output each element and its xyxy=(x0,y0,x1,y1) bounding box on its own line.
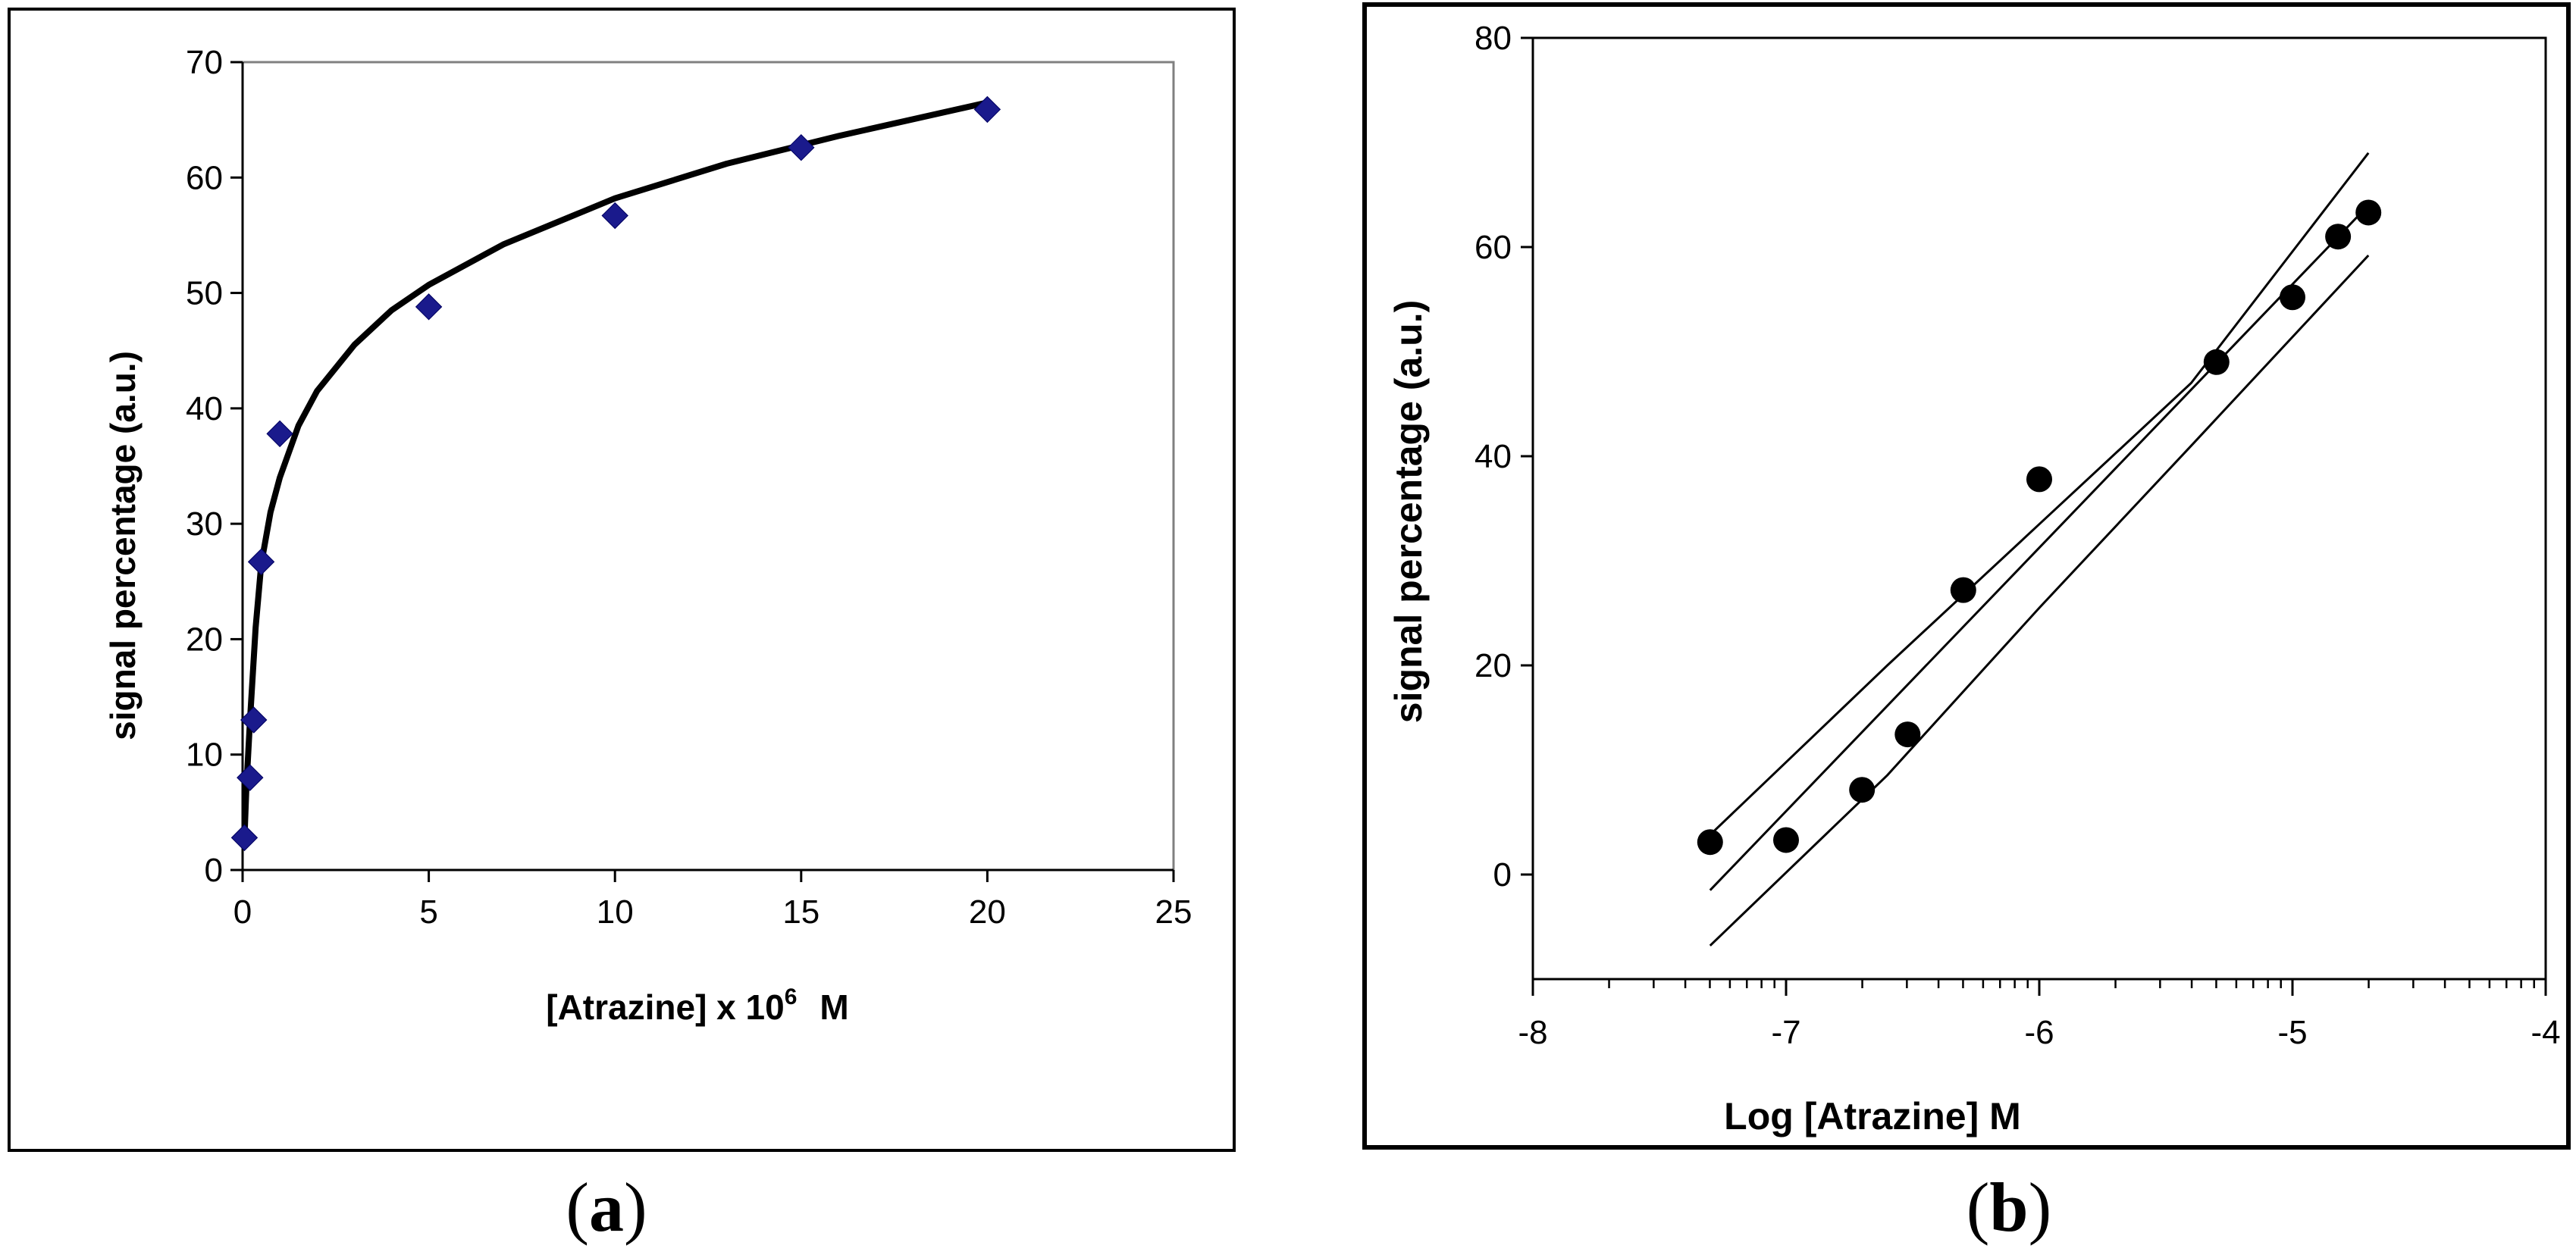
chart-b-frame xyxy=(1362,2,2571,1150)
chart-a-y-axis-label: signal percentage (a.u.) xyxy=(103,351,143,740)
chart-b-confidence-lower xyxy=(1709,254,2370,947)
chart-b-panel: 0 20 40 60 80 -8 -7 -6 -5 -4 signal percentage (a… xyxy=(1357,0,2576,1159)
chart-a-x-axis-label-unit: M xyxy=(819,987,848,1027)
chart-b-data-point xyxy=(1849,777,1876,803)
chart-b-y-tick-label: 60 xyxy=(1474,229,1512,266)
chart-b-data-point xyxy=(2026,466,2052,493)
chart-a-data-point xyxy=(230,824,259,852)
chart-b-data-point xyxy=(2355,199,2382,226)
chart-a-x-tick-label: 20 xyxy=(969,893,1006,931)
chart-a-x-tick-label: 5 xyxy=(419,893,437,931)
chart-a-data-point xyxy=(415,293,443,321)
chart-a-x-axis-label-exponent: 6 xyxy=(785,984,798,1009)
chart-a-y-tick-label: 0 xyxy=(205,852,223,889)
caption-b: (b) xyxy=(1966,1169,2052,1246)
chart-b-data-point xyxy=(1697,829,1723,856)
chart-b-x-tick-label: -8 xyxy=(1518,1014,1547,1051)
chart-a-data-point xyxy=(266,420,293,448)
chart-b-x-tick-label: -7 xyxy=(1771,1014,1800,1051)
chart-a-panel: 0 10 20 30 40 50 60 70 0 5 10 15 20 25 signal percent… xyxy=(0,0,1243,1159)
chart-a-fit-curve xyxy=(241,99,991,841)
chart-a-y-tick-label: 20 xyxy=(186,621,223,658)
chart-b-data-point xyxy=(2280,284,2305,311)
chart-b-y-tick-label: 80 xyxy=(1474,20,1512,57)
chart-a-x-axis-label: [Atrazine] x 106 M xyxy=(546,984,848,1027)
chart-a-x-tick-label: 15 xyxy=(782,893,819,931)
chart-a-x-tick-label: 10 xyxy=(597,893,634,931)
caption-a-letter: a xyxy=(589,1169,624,1246)
chart-b-x-tick-label: -5 xyxy=(2277,1014,2307,1051)
chart-b-x-tick-label: -6 xyxy=(2024,1014,2054,1051)
chart-a-data-point xyxy=(240,706,268,734)
chart-b-data-point xyxy=(1773,827,1799,853)
chart-b-data-point xyxy=(1950,577,1976,603)
chart-a: 0 10 20 30 40 50 60 70 0 5 10 15 20 25 signal percent… xyxy=(8,8,1236,1152)
chart-a-y-tick-label: 50 xyxy=(186,275,223,312)
chart-b-x-tick-label: -4 xyxy=(2531,1014,2560,1051)
chart-a-y-tick-label: 30 xyxy=(186,505,223,543)
chart-b-confidence-upper xyxy=(1709,152,2370,836)
chart-a-x-tick-label: 25 xyxy=(1155,893,1192,931)
chart-b-fit-line xyxy=(1709,204,2370,891)
chart-a-y-tick-label: 70 xyxy=(186,44,223,81)
caption-b-letter: b xyxy=(1989,1169,2029,1246)
chart-b-data-point xyxy=(1894,721,1921,748)
chart-a-x-axis-label-main: [Atrazine] x 10 xyxy=(546,987,784,1027)
chart-b-y-tick-label: 40 xyxy=(1474,438,1512,475)
chart-b: 0 20 40 60 80 -8 -7 -6 -5 -4 signal percentage (a… xyxy=(1362,2,2571,1150)
chart-a-data-point xyxy=(237,764,264,791)
chart-a-y-tick-label: 40 xyxy=(186,390,223,427)
chart-a-data-point xyxy=(788,133,815,161)
chart-a-x-tick-label: 0 xyxy=(233,893,252,931)
chart-a-y-tick-label: 10 xyxy=(186,737,223,774)
chart-a-data-point xyxy=(601,202,628,230)
chart-b-y-tick-label: 0 xyxy=(1493,856,1512,893)
chart-b-y-axis-label: signal percentage (a.u.) xyxy=(1387,300,1430,723)
chart-b-y-tick-label: 20 xyxy=(1474,647,1512,684)
caption-a: (a) xyxy=(566,1169,647,1246)
chart-a-data-point xyxy=(973,95,1001,124)
chart-a-y-tick-label: 60 xyxy=(186,159,223,196)
chart-b-x-axis-label: Log [Atrazine] M xyxy=(1724,1095,2021,1138)
chart-a-data-point xyxy=(247,548,275,576)
chart-b-data-point xyxy=(2325,224,2352,250)
chart-b-data-point xyxy=(2203,349,2230,375)
